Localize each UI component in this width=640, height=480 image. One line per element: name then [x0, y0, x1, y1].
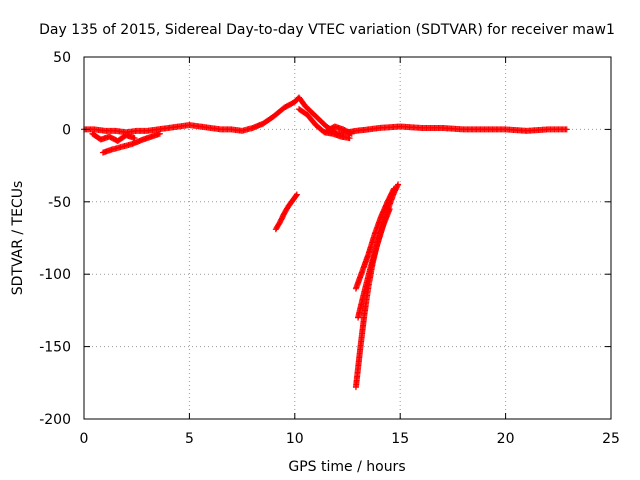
- data-point: [386, 206, 393, 213]
- grid: [84, 57, 611, 419]
- y-tick-label: -200: [39, 412, 71, 428]
- data-point: [348, 130, 355, 137]
- x-axis-ticks: 0 5 10 15 20 25: [80, 57, 620, 447]
- y-tick-label: 0: [62, 122, 71, 138]
- data-point: [293, 191, 300, 198]
- x-tick-label: 5: [185, 431, 194, 447]
- x-tick-label: 10: [286, 431, 304, 447]
- data-point: [390, 185, 397, 192]
- x-tick-label: 15: [391, 431, 409, 447]
- y-tick-label: -150: [39, 340, 71, 356]
- y-tick-label: -50: [48, 195, 71, 211]
- y-tick-label: 50: [53, 50, 71, 66]
- x-axis-label: GPS time / hours: [288, 459, 405, 475]
- data-point: [293, 192, 300, 199]
- y-axis-label: SDTVAR / TECUs: [10, 181, 26, 296]
- plot-frame: [83, 56, 612, 420]
- data-point: [563, 126, 570, 133]
- x-tick-label: 25: [602, 431, 620, 447]
- data-point: [347, 130, 354, 137]
- data-point: [395, 181, 402, 188]
- y-axis-ticks: 50 0 -50 -100 -150 -200: [39, 50, 611, 428]
- data-points: [81, 94, 570, 391]
- data-point: [394, 182, 401, 189]
- data-point: [156, 130, 163, 137]
- chart-title: Day 135 of 2015, Sidereal Day-to-day VTE…: [39, 22, 615, 38]
- x-tick-label: 20: [497, 431, 515, 447]
- x-tick-label: 0: [80, 431, 89, 447]
- y-tick-label: -100: [39, 267, 71, 283]
- data-point: [131, 135, 138, 142]
- data-point: [346, 135, 353, 142]
